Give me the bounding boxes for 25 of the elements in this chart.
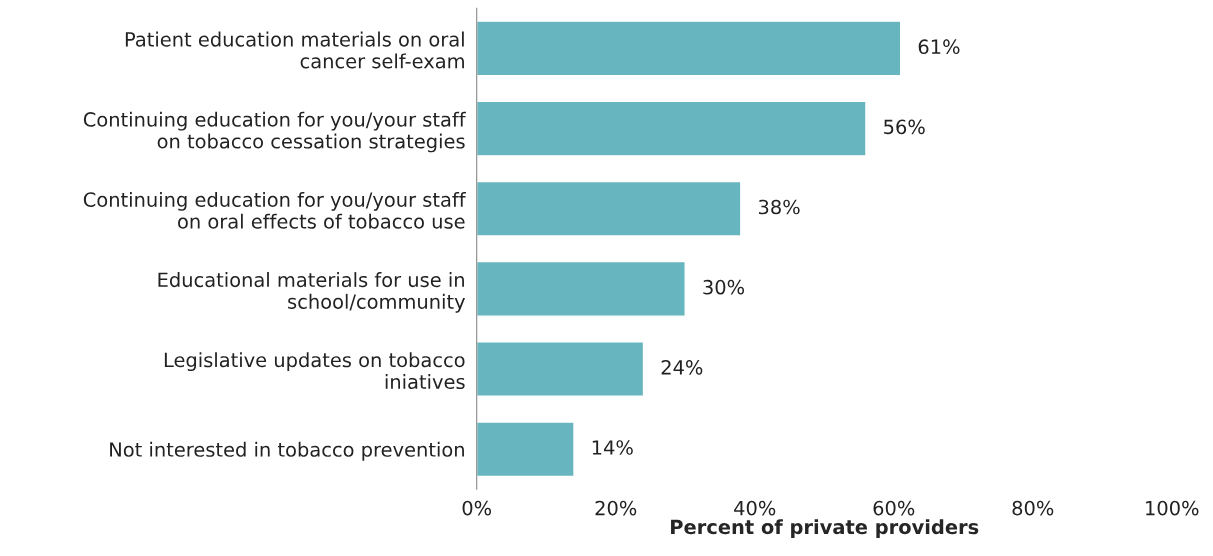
x-axis-title: Percent of private providers: [671, 519, 979, 539]
data-label: 30%: [703, 279, 745, 295]
x-tick-label: 20%: [595, 500, 637, 516]
bar: [476, 100, 867, 157]
x-tick-label: 80%: [1012, 500, 1054, 516]
data-label: 14%: [592, 440, 633, 455]
y-tick-label: Educational materials for use in school/community: [158, 272, 466, 313]
data-label: 56%: [884, 119, 925, 135]
y-tick-label: Patient education materials on oral cancer self-exam: [125, 31, 464, 69]
x-tick-label: 100%: [1146, 500, 1199, 516]
x-tick-label: 40%: [734, 500, 776, 516]
data-label: 24%: [661, 359, 703, 375]
bar: [476, 20, 902, 77]
bar: [476, 260, 686, 317]
bar: [476, 180, 742, 237]
data-label: 61%: [918, 39, 960, 55]
bar: [476, 341, 645, 397]
data-label: 38%: [758, 199, 800, 215]
y-tick-label: Legislative updates on tobacco iniatives: [164, 352, 465, 390]
y-tick-label: Continuing education for you/your staff on tobacco cessation strategies: [83, 111, 466, 153]
x-tick-label: 0%: [462, 500, 492, 516]
y-tick-label: Continuing education for you/your staff on oral effects of tobacco use: [83, 191, 466, 229]
x-tick-label: 60%: [873, 500, 915, 516]
bar: [476, 421, 575, 478]
y-tick-label: Not interested in tobacco prevention: [110, 441, 464, 461]
